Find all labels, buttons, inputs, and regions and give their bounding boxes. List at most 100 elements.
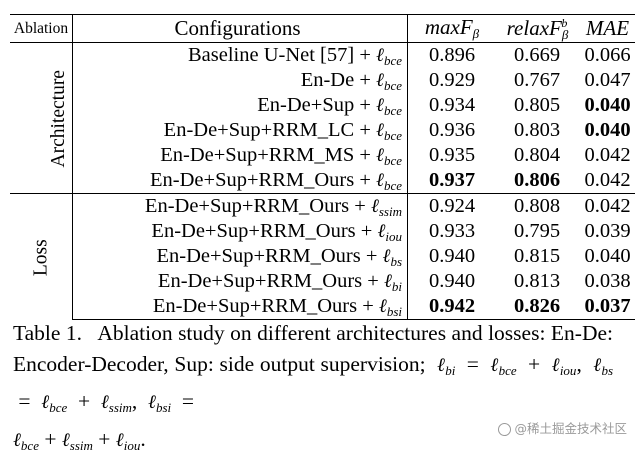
loss-subscript: bce xyxy=(383,52,402,68)
group-label-cell: Loss xyxy=(10,193,73,320)
eq1-lhs: bi xyxy=(445,362,456,378)
relax-f-cell: 0.805 xyxy=(513,94,561,117)
config-cell: En-De+Sup+RRM_MS + ℓbce xyxy=(72,143,408,168)
header-relax-f-sub: β xyxy=(561,26,569,42)
relax-f-cell: 0.804 xyxy=(513,144,561,167)
header-relax-f: relaxFβb xyxy=(496,14,578,43)
max-f-cell: 0.942 xyxy=(407,294,496,320)
eq2-lhs: bs xyxy=(601,362,614,378)
config-cell: En-De+Sup+RRM_Ours + ℓbs xyxy=(72,244,408,269)
config-text: En-De+Sup + xyxy=(257,93,377,116)
caption-label: Table 1. xyxy=(13,321,83,345)
table-row: En-De + ℓbce 0.929 0.767 0.047 xyxy=(10,68,635,93)
config-cell: En-De + ℓbce xyxy=(72,68,408,93)
loss-subscript: bce xyxy=(383,177,402,193)
config-text: En-De+Sup+RRM_Ours + xyxy=(150,168,377,191)
caption-text: Ablation study on different architecture… xyxy=(13,321,613,376)
header-mae: MAE xyxy=(578,14,635,43)
eq2-a: bce xyxy=(49,400,68,415)
eq2-b: ssim xyxy=(108,400,132,415)
group-label: Architecture xyxy=(47,69,69,168)
loss-symbol: ℓ xyxy=(376,118,384,141)
header-max-f-text: maxF xyxy=(424,15,473,39)
eq3-b: ssim xyxy=(69,437,93,453)
loss-symbol: ℓ xyxy=(376,143,384,166)
table-row: Architecture Baseline U-Net [57] + ℓbce 0.… xyxy=(10,42,635,194)
config-text: En-De+Sup+RRM_LC + xyxy=(163,118,377,141)
loss-symbol: ℓ xyxy=(376,68,384,91)
table-row: En-De+Sup + ℓbce 0.934 0.805 0.040 xyxy=(10,93,635,118)
loss-symbol: ℓ xyxy=(376,93,384,116)
mae-cell: 0.066 xyxy=(584,44,631,67)
loss-symbol: ℓ xyxy=(378,294,387,317)
table-row: Loss En-De+Sup+RRM_Ours + ℓssim 0.924 0.808… xyxy=(10,193,635,320)
loss-symbol: ℓ xyxy=(383,269,392,292)
watermark-text: @稀土掘金技术社区 xyxy=(514,421,627,436)
loss-subscript: bce xyxy=(383,127,402,143)
eq3-lhs: bsi xyxy=(155,400,172,415)
loss-symbol: ℓ xyxy=(382,244,391,267)
config-cell: En-De+Sup+RRM_Ours + ℓbi xyxy=(72,269,408,294)
loss-subscript: bi xyxy=(391,278,402,294)
max-f-cell: 0.940 xyxy=(428,245,476,268)
relax-f-cell: 0.826 xyxy=(496,294,578,320)
group-label-cell: Architecture xyxy=(10,42,73,194)
table-caption: Table 1. Ablation study on different arc… xyxy=(13,318,613,461)
mae-cell: 0.047 xyxy=(584,69,631,92)
table-row: En-De+Sup+RRM_LC + ℓbce 0.936 0.803 0.040 xyxy=(10,118,635,143)
eq3-a: bce xyxy=(20,437,39,453)
max-f-cell: 0.929 xyxy=(428,69,476,92)
max-f-cell: 0.933 xyxy=(428,220,476,243)
table-row: En-De+Sup+RRM_MS + ℓbce 0.935 0.804 0.042 xyxy=(10,143,635,168)
ablation-table-container: Ablation Configurations maxFβ relaxFβb M… xyxy=(10,14,635,320)
relax-f-cell: 0.767 xyxy=(513,69,561,92)
loss-subscript: bce xyxy=(383,77,402,93)
header-configurations: Configurations xyxy=(72,14,408,43)
max-f-cell: 0.934 xyxy=(428,94,476,117)
config-cell: En-De+Sup + ℓbce xyxy=(72,93,408,118)
relax-f-cell: 0.806 xyxy=(513,169,561,192)
config-cell: En-De+Sup+RRM_Ours + ℓbce xyxy=(72,168,408,194)
relax-f-cell: 0.795 xyxy=(513,220,561,243)
group-label: Loss xyxy=(30,238,52,276)
mae-cell: 0.040 xyxy=(584,119,631,142)
mae-cell: 0.037 xyxy=(578,294,635,320)
loss-symbol: ℓ xyxy=(376,168,384,191)
loss-subscript: iou xyxy=(385,228,402,244)
config-text: Baseline U-Net [57] + xyxy=(187,43,377,66)
table-row: En-De+Sup+RRM_Ours + ℓiou 0.933 0.795 0.039 xyxy=(10,219,635,244)
table-row: En-De+Sup+RRM_Ours + ℓbce 0.937 0.806 0.042 xyxy=(10,168,635,194)
header-relax-f-sup: b xyxy=(561,15,568,30)
max-f-cell: 0.940 xyxy=(428,270,476,293)
config-cell: En-De+Sup+RRM_Ours + ℓiou xyxy=(72,219,408,244)
config-cell: Baseline U-Net [57] + ℓbce xyxy=(72,42,408,68)
max-f-cell: 0.935 xyxy=(428,144,476,167)
config-text: En-De+Sup+RRM_Ours + xyxy=(144,194,371,217)
max-f-cell: 0.937 xyxy=(428,169,476,192)
config-text: En-De+Sup+RRM_Ours + xyxy=(157,269,384,292)
relax-f-cell: 0.669 xyxy=(513,44,561,67)
relax-f-cell: 0.813 xyxy=(513,270,561,293)
config-cell: En-De+Sup+RRM_Ours + ℓssim xyxy=(72,193,408,219)
mae-cell: 0.039 xyxy=(584,220,631,243)
mae-cell: 0.038 xyxy=(584,270,631,293)
mae-cell: 0.040 xyxy=(584,245,631,268)
eq1-b: iou xyxy=(559,362,577,378)
table-row: En-De+Sup+RRM_Ours + ℓbs 0.940 0.815 0.040 xyxy=(10,244,635,269)
ablation-table: Ablation Configurations maxFβ relaxFβb M… xyxy=(10,14,635,320)
relax-f-cell: 0.803 xyxy=(513,119,561,142)
config-text: En-De+Sup+RRM_Ours + xyxy=(151,219,378,242)
max-f-cell: 0.936 xyxy=(428,119,476,142)
loss-symbol: ℓ xyxy=(376,43,384,66)
watermark: @稀土掘金技术社区 xyxy=(498,418,627,437)
loss-subscript: ssim xyxy=(378,203,402,219)
header-relax-f-text: relaxF xyxy=(506,15,562,40)
eq1-a: bce xyxy=(498,362,517,378)
config-text: En-De + xyxy=(300,68,377,91)
relax-f-cell: 0.808 xyxy=(496,193,578,219)
loss-symbol: ℓ xyxy=(377,219,386,242)
loss-symbol: ℓ xyxy=(370,194,379,217)
mae-cell: 0.040 xyxy=(584,94,631,117)
loss-subscript: bs xyxy=(390,253,402,269)
header-max-f: maxFβ xyxy=(407,14,496,43)
